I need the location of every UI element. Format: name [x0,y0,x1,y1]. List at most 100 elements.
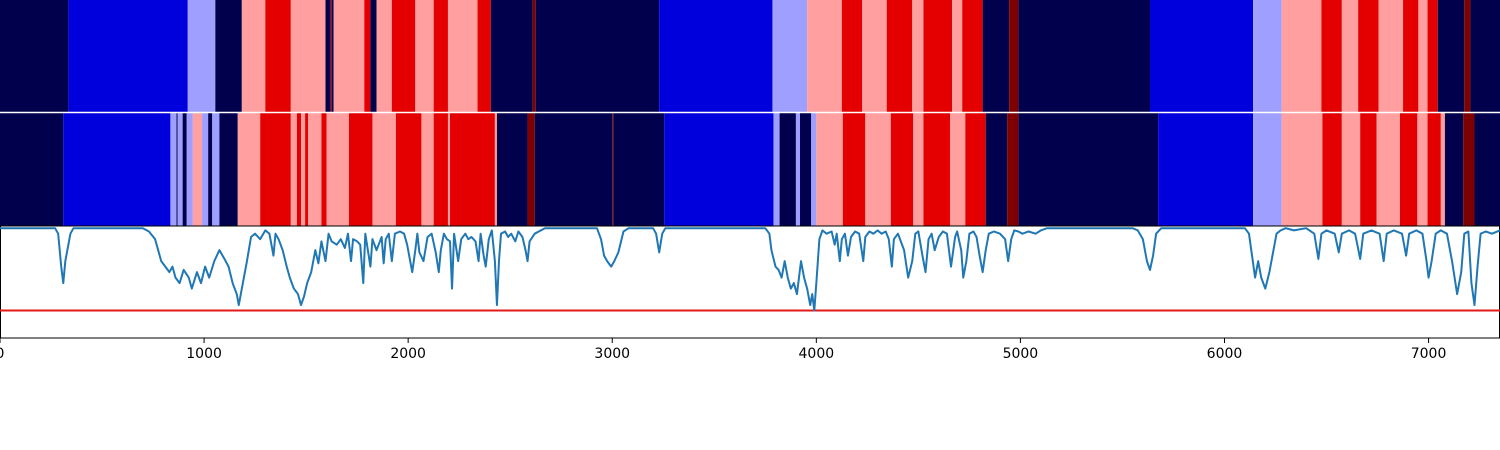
state-segment [301,113,306,226]
state-segment [348,113,373,226]
state-segment [219,113,238,226]
state-segment [202,113,209,226]
state-segment [391,0,416,113]
x-axis: 0 1000 2000 3000 4000 5000 6000 7000 [0,338,1446,362]
state-segment [1427,113,1441,226]
state-segment [333,0,365,113]
state-segment [1440,113,1445,226]
state-segment [816,113,843,226]
state-segment [290,0,326,113]
state-segment [490,0,533,113]
state-segment [772,0,808,113]
state-segment [1427,0,1438,113]
state-segment [296,113,302,226]
state-segment [212,113,220,226]
state-segment [1464,0,1471,113]
state-segment [1007,113,1019,226]
state-segment [1341,113,1361,226]
state-segment [447,113,450,226]
state-segment [613,113,665,226]
state-segment [659,0,773,113]
state-segment [1018,0,1150,113]
state-segment [330,0,332,113]
state-segment [370,0,377,113]
state-segment [415,0,434,113]
state-segment [433,113,448,226]
state-track-bottom [0,113,1500,226]
state-segment [260,113,291,226]
state-segment [890,113,914,226]
signal-panel [0,225,1500,339]
state-segment [527,113,535,226]
state-segment [395,113,422,226]
state-segment [1378,0,1404,113]
state-segment [176,113,178,226]
state-segment [912,0,924,113]
state-segment [965,113,986,226]
state-segment [950,113,966,226]
state-segment [1150,0,1254,113]
state-segment [1009,0,1019,113]
state-segment [865,113,891,226]
state-track-top [0,0,1500,113]
x-tick-label: 1000 [186,346,222,362]
state-segment [208,113,213,226]
state-segment [187,0,216,113]
x-tick-label: 4000 [799,346,835,362]
state-segment [952,0,963,113]
x-tick-label: 7000 [1411,346,1447,362]
state-segment [1470,0,1500,113]
state-segment [841,0,863,113]
state-segment [290,113,297,226]
state-segment [494,113,497,226]
state-segment [532,0,536,113]
state-segment [1463,113,1475,226]
state-segment [177,113,183,226]
state-segment [612,113,614,226]
state-segment [192,113,203,226]
state-segment [1322,113,1342,226]
state-segment [1444,113,1464,226]
state-segment [1341,0,1359,113]
state-segment [1418,0,1428,113]
state-segment [800,113,812,226]
state-segment [241,0,266,113]
state-segment [170,113,177,226]
state-segment [664,113,774,226]
state-segment [376,0,392,113]
state-segment [1360,113,1377,226]
x-tick-label: 3000 [594,346,630,362]
state-segment [1281,113,1323,226]
state-segment [1400,113,1418,226]
state-segment [773,113,780,226]
x-tick-label: 6000 [1207,346,1243,362]
state-segment [1321,0,1342,113]
state-segment [1417,113,1428,226]
state-segment [535,0,660,113]
state-segment [372,113,396,226]
x-tick-label: 0 [0,346,4,362]
x-tick-label: 5000 [1003,346,1039,362]
state-segment [447,0,478,113]
state-segment [321,113,327,226]
state-segment [1253,113,1282,226]
state-segment [265,0,291,113]
state-segment [1403,0,1419,113]
state-segment [237,113,261,226]
state-segment [325,0,331,113]
state-segment [450,113,495,226]
state-segment [182,113,187,226]
state-segment [68,0,188,113]
state-segment [982,0,1010,113]
state-segment [795,113,800,226]
state-segment [477,0,491,113]
state-segment [534,113,613,226]
state-segment [923,113,950,226]
state-segment [364,0,371,113]
state-segment [308,113,322,226]
state-segment [985,113,1008,226]
state-segment [1281,0,1322,113]
state-segment [186,113,193,226]
state-segment [215,0,242,113]
